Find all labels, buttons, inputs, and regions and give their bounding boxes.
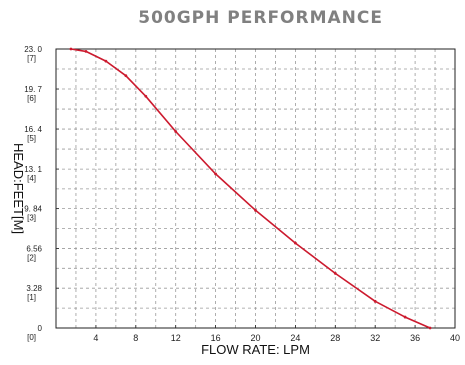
series-point [174,130,178,133]
series-point [104,59,108,63]
y-tick-label: 13. 1 [24,165,42,174]
series-point [69,47,73,51]
x-tick-label: 32 [370,333,380,343]
x-tick-label: 12 [171,333,181,343]
x-axis-title: FLOW RATE: LPM [201,342,310,357]
y-tick-sublabel: [1] [27,293,36,302]
axis-ticks: 4 8 12 16 20 24 28 32 36 40 0[0] 3.28[1] 6.56[2] 9. 8… [24,45,460,343]
series-point [144,94,148,98]
y-tick-label: 16. 4 [24,125,42,134]
y-tick-sublabel: [4] [27,174,36,183]
x-tick-label: 28 [330,333,340,343]
x-tick-label: 8 [133,333,138,343]
x-tick-label: 4 [93,333,98,343]
y-tick-sublabel: [0] [27,333,36,342]
y-tick-sublabel: [7] [27,54,36,63]
series-point [403,315,407,319]
grid-lines [56,49,455,328]
chart-title: 500GPH PERFORMANCE [138,8,383,28]
series-layer [69,47,432,330]
series-point [84,50,88,53]
y-tick-sublabel: [6] [27,94,36,103]
series-point [373,299,377,303]
y-tick-sublabel: [3] [27,214,36,223]
x-tick-label: 40 [450,333,460,343]
series-point [124,74,128,78]
y-tick-sublabel: [2] [27,253,36,262]
series-point [428,326,432,330]
y-tick-label: 0 [38,324,43,333]
y-tick-label: 19. 7 [24,85,42,94]
y-tick-label: 9. 84 [24,205,42,214]
x-tick-label: 36 [410,333,420,343]
series-point [214,172,218,176]
x-tick-label: 24 [290,333,300,343]
y-axis-title: HEAD:FEET[M] [11,143,26,234]
y-tick-sublabel: [5] [27,134,36,143]
y-tick-label: 6.56 [26,244,42,253]
series-point [333,272,337,275]
y-tick-label: 3.28 [26,284,42,293]
y-tick-label: 23. 0 [24,45,42,54]
series-point [254,208,257,212]
x-tick-label: 16 [211,333,221,343]
series-point [294,241,297,245]
x-tick-label: 20 [250,333,260,343]
